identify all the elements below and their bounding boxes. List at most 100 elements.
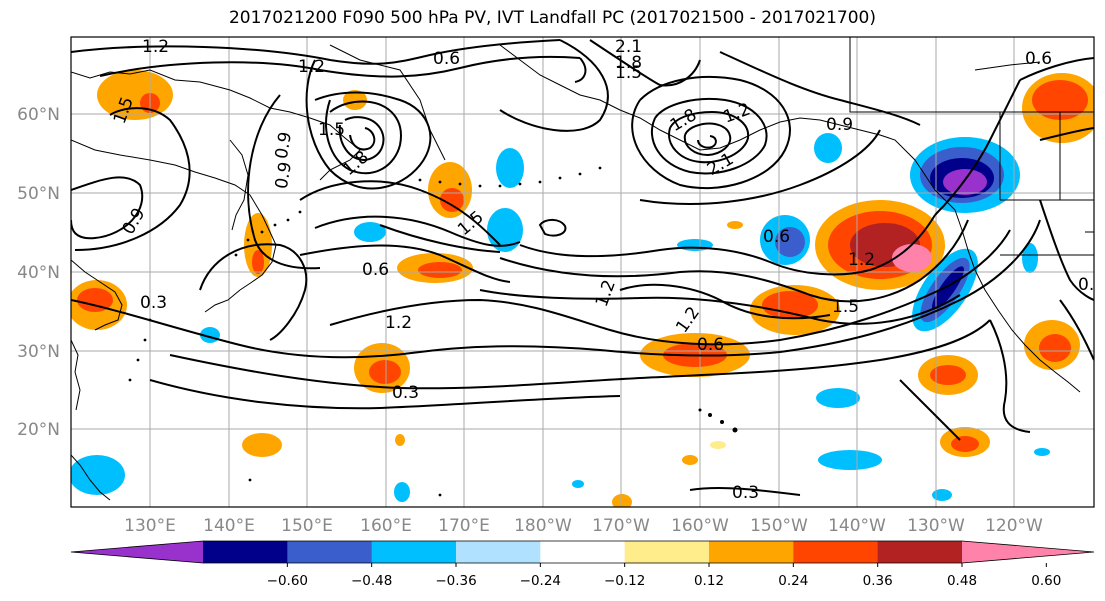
- coastlines: [71, 37, 1094, 501]
- lon-label: 170°W: [592, 516, 650, 536]
- contour-label: 1.5: [318, 120, 345, 140]
- ivt-negative-patch: [1034, 448, 1050, 456]
- contour-label: 0.6: [1025, 49, 1052, 69]
- ivt-positive-patch: [395, 434, 405, 446]
- lon-label: 150°W: [750, 516, 808, 536]
- lat-label: 30°N: [17, 342, 60, 362]
- ivt-negative-patch: [775, 227, 805, 257]
- colorbar-segment: [287, 541, 373, 563]
- pv-contours: [71, 39, 1094, 496]
- colorbar-tick-label: 0.12: [694, 573, 724, 589]
- contour-label: 1.2: [298, 57, 325, 77]
- contour-label: 1.5: [832, 297, 859, 317]
- contour-label: 2.1: [615, 37, 642, 57]
- ivt-positive-patch: [710, 441, 726, 449]
- ivt-positive-patch: [343, 90, 367, 110]
- ivt-positive-patch: [951, 436, 979, 452]
- latitude-labels: 60°N 50°N 40°N 30°N 20°N: [17, 105, 60, 440]
- map-title: 2017021200 F090 500 hPa PV, IVT Landfall…: [228, 8, 876, 28]
- ivt-negative-patch: [932, 266, 964, 310]
- ivt-negative-patch: [677, 239, 713, 251]
- contour-label: 1.2: [142, 37, 169, 57]
- ivt-negative-patch: [816, 388, 860, 408]
- colorbar-tick-label: −0.12: [604, 573, 645, 589]
- lon-label: 180°W: [514, 516, 572, 536]
- ivt-negative-patch: [71, 455, 125, 495]
- ivt-positive-patch: [892, 244, 932, 272]
- lon-label: 150°E: [281, 516, 333, 536]
- ivt-positive-patch: [242, 433, 282, 457]
- ivt-positive-patch: [418, 262, 462, 278]
- contour-label: 0.3: [140, 293, 167, 313]
- contour-label: 1.5: [615, 63, 642, 83]
- ivt-negative-patch: [943, 169, 987, 195]
- ivt-negative-patch: [572, 480, 584, 488]
- contour-label: 0.3: [1078, 275, 1105, 295]
- ivt-positive-patch: [727, 221, 743, 229]
- colorbar-tick-label: 0.60: [1031, 573, 1061, 589]
- contour-label: 0.3: [392, 383, 419, 403]
- ivt-positive-patch: [1039, 334, 1071, 362]
- island-chains: [128, 166, 738, 497]
- colorbar-tick-label: −0.24: [520, 573, 561, 589]
- ivt-positive-patch: [682, 455, 698, 465]
- lon-label: 160°W: [671, 516, 729, 536]
- ivt-positive-patch: [369, 360, 401, 384]
- colorbar-segment: [456, 541, 541, 563]
- colorbar-extend-max: [962, 541, 1094, 563]
- lon-label: 130°E: [124, 516, 176, 536]
- colorbar-segment: [793, 541, 879, 563]
- colorbar-segment: [371, 541, 457, 563]
- contour-label: 0.6: [433, 49, 460, 69]
- colorbar-extend-min: [71, 541, 203, 563]
- ivt-positive-patch: [97, 70, 173, 120]
- contour-label: 0.9: [272, 130, 296, 160]
- contour-label: 1.2: [848, 250, 875, 270]
- colorbar-outline: [70, 540, 1095, 564]
- ivt-negative-patch: [814, 133, 842, 163]
- ivt-negative-patch: [354, 222, 386, 242]
- lon-label: 170°E: [438, 516, 490, 536]
- contour-label: 0.6: [362, 260, 389, 280]
- ivt-positive-patch: [440, 188, 464, 212]
- ivt-negative-patch: [1022, 243, 1038, 273]
- map-frame: [70, 36, 1095, 508]
- ivt-positive-patch: [252, 250, 264, 274]
- contour-label: 0.3: [732, 483, 759, 503]
- contour-label: 0.6: [763, 227, 790, 247]
- longitude-labels: 130°E 140°E 150°E 160°E 170°E 180°W 170°…: [124, 516, 1043, 536]
- contour-label: 0.9: [826, 115, 853, 135]
- colorbar-tick-label: −0.48: [351, 573, 392, 589]
- lon-label: 160°E: [360, 516, 412, 536]
- colorbar-segment: [540, 541, 626, 563]
- ivt-positive-patch: [612, 494, 632, 507]
- contour-label: 1.2: [385, 313, 412, 333]
- ivt-negative-patch: [496, 148, 524, 188]
- lat-label: 40°N: [17, 263, 60, 283]
- lon-label: 140°E: [203, 516, 255, 536]
- contour-label: 1.8: [615, 53, 642, 73]
- ivt-positive-patch: [930, 365, 966, 385]
- colorbar-tick-label: 0.24: [778, 573, 808, 589]
- colorbar-tick-label: 0.36: [863, 573, 893, 589]
- ivt-positive-patch: [1032, 80, 1088, 120]
- lon-label: 140°W: [828, 516, 886, 536]
- colorbar-segment: [877, 541, 963, 563]
- ivt-negative-patch: [932, 489, 952, 501]
- contour-label: 0.9: [272, 160, 296, 190]
- lon-label: 120°W: [985, 516, 1043, 536]
- lat-label: 60°N: [17, 105, 60, 125]
- contour-label: 0.6: [697, 335, 724, 355]
- ivt-positive-patch: [77, 288, 113, 312]
- colorbar: −0.60 −0.48 −0.36 −0.24 −0.12 0.12 0.24 0.36 0.4…: [70, 540, 1095, 589]
- ivt-negative-patch: [394, 482, 410, 502]
- ivt-positive-patch: [762, 291, 818, 319]
- colorbar-segment: [709, 541, 794, 563]
- lon-label: 130°W: [907, 516, 965, 536]
- colorbar-segment: [624, 541, 710, 563]
- colorbar-segment: [203, 541, 288, 563]
- ivt-negative-patch: [818, 450, 882, 470]
- map-area: 1.2 1.2 0.6 2.1 1.8 1.5 1.5 0.9 0.9 0.9 …: [71, 37, 1105, 507]
- colorbar-tick-label: 0.48: [947, 573, 977, 589]
